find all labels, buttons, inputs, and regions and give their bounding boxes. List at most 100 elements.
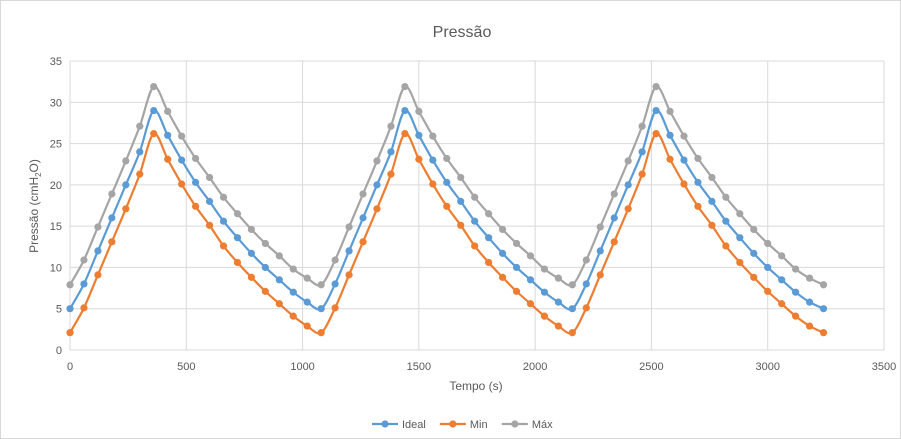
data-point-max: [694, 154, 702, 163]
data-point-ideal: [722, 217, 730, 225]
data-point-min: [345, 271, 353, 279]
data-point-min: [94, 271, 102, 279]
data-point-max: [387, 122, 395, 130]
data-point-ideal: [666, 131, 674, 139]
legend-item-ideal: Ideal: [372, 419, 426, 431]
data-point-min: [359, 238, 367, 246]
data-point-ideal: [122, 181, 130, 189]
data-point-ideal: [443, 178, 451, 186]
data-point-max: [191, 154, 200, 163]
chart-title: Pressão: [433, 24, 492, 41]
data-point-ideal: [373, 181, 381, 189]
data-point-min: [289, 312, 297, 320]
y-axis-ticks: 0 5 10 15 20 25 30 35: [50, 56, 62, 357]
series-min: [66, 130, 828, 337]
data-point-ideal: [359, 214, 367, 222]
data-point-max: [429, 132, 437, 140]
data-point-ideal: [66, 305, 74, 313]
data-point-ideal: [415, 131, 423, 139]
data-point-ideal: [191, 178, 200, 186]
y-tick-label: 30: [50, 97, 62, 109]
data-point-max: [415, 107, 423, 115]
data-point-ideal: [150, 106, 158, 115]
series-ideal: [66, 106, 828, 313]
data-point-ideal: [331, 280, 339, 288]
data-point-min: [331, 304, 339, 312]
x-tick-label: 3000: [755, 361, 779, 373]
x-tick-label: 500: [177, 361, 195, 373]
data-point-min: [624, 205, 632, 213]
data-point-ideal: [526, 276, 535, 284]
legend-swatch-marker: [511, 420, 519, 428]
data-point-min: [778, 300, 786, 308]
data-point-ideal: [582, 280, 590, 288]
data-point-max: [359, 190, 367, 198]
y-tick-label: 35: [50, 56, 62, 68]
data-point-max: [554, 274, 563, 282]
data-point-min: [457, 221, 465, 229]
x-axis-ticks: 0 500 1000 1500 2000 2500 3000 3500: [67, 361, 896, 373]
data-point-ideal: [512, 263, 521, 272]
data-point-min: [387, 170, 395, 178]
data-point-min: [540, 312, 549, 320]
data-point-ideal: [94, 247, 102, 255]
x-tick-label: 0: [67, 361, 73, 373]
data-point-ideal: [652, 106, 660, 115]
data-point-min: [164, 155, 172, 163]
data-point-min: [512, 287, 521, 295]
data-point-min: [596, 271, 604, 279]
data-point-ideal: [750, 249, 758, 257]
data-point-max: [275, 252, 283, 260]
data-point-max: [764, 239, 772, 248]
data-point-min: [750, 273, 758, 281]
data-point-ideal: [764, 263, 772, 272]
data-point-min: [275, 300, 283, 308]
data-point-ideal: [108, 214, 116, 222]
data-point-min: [191, 202, 200, 210]
data-point-min: [680, 180, 688, 188]
data-point-max: [485, 210, 493, 218]
x-axis-title: Tempo (s): [449, 379, 502, 393]
data-point-min: [122, 205, 130, 213]
data-point-max: [401, 83, 409, 91]
data-point-max: [331, 256, 339, 264]
data-point-min: [261, 287, 269, 295]
data-point-max: [108, 190, 116, 198]
data-point-max: [805, 274, 814, 282]
y-tick-label: 15: [50, 221, 62, 233]
data-point-max: [317, 281, 325, 289]
series-layer: [66, 83, 828, 337]
data-point-min: [80, 304, 88, 312]
data-point-max: [164, 107, 172, 115]
data-point-ideal: [485, 234, 493, 242]
data-point-max: [219, 193, 228, 201]
legend-label: Ideal: [402, 419, 426, 431]
data-point-min: [764, 287, 772, 295]
data-point-min: [66, 329, 74, 337]
data-point-max: [778, 252, 786, 260]
y-axis-title-tail: O): [27, 159, 41, 172]
data-point-max: [596, 223, 604, 231]
data-point-max: [624, 157, 632, 165]
data-point-max: [66, 281, 74, 289]
data-point-max: [471, 193, 479, 201]
data-point-min: [708, 221, 716, 229]
legend-item-min: Min: [439, 419, 488, 431]
data-point-max: [247, 225, 256, 234]
data-point-max: [610, 190, 618, 198]
legend: Ideal Min Máx: [372, 419, 553, 431]
data-point-max: [303, 274, 311, 282]
data-point-max: [498, 225, 507, 234]
data-point-ideal: [554, 298, 563, 306]
data-point-ideal: [778, 276, 786, 284]
data-point-min: [415, 155, 423, 163]
data-point-ideal: [233, 234, 242, 242]
data-point-max: [582, 256, 590, 264]
data-point-min: [485, 258, 493, 267]
data-point-min: [178, 180, 186, 188]
data-point-max: [261, 239, 269, 248]
data-point-min: [582, 304, 590, 312]
y-tick-label: 10: [50, 262, 62, 274]
y-axis-title: Pressão (cmH2O): [27, 159, 43, 253]
